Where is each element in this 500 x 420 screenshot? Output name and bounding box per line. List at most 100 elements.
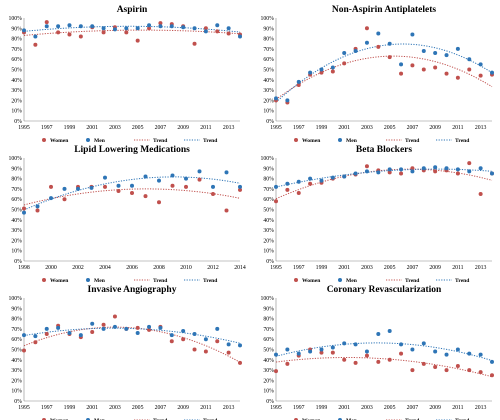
data-point-men [478,166,483,171]
data-point-men [33,334,38,339]
trend-line-men [275,168,493,188]
x-tick-label: 2009 [429,405,441,411]
data-point-men [116,183,121,188]
x-tick-label: 2013 [475,265,487,271]
data-point-women [35,208,40,213]
data-point-women [211,192,215,197]
x-tick-label: 1995 [18,405,30,411]
legend-men: Men [338,138,358,144]
data-point-men [112,27,117,32]
data-point-women [130,191,134,196]
data-point-men [387,328,392,333]
y-tick-label: 50% [11,348,22,354]
data-point-men [274,184,278,189]
x-tick-label: 2008 [153,265,165,271]
data-point-men [101,326,106,331]
data-point-women [33,42,38,47]
legend-marker [294,278,298,282]
data-point-women [44,20,49,25]
data-point-men [353,48,358,53]
data-point-men [181,25,186,30]
x-tick-label: 2009 [177,125,189,131]
data-point-men [67,23,72,28]
data-point-men [44,24,49,29]
data-point-men [33,34,38,39]
data-point-women [215,29,220,34]
x-tick-label: 2001 [338,265,350,271]
legend-marker [42,138,46,142]
x-tick-label: 1999 [64,405,76,411]
x-tick-label: 1999 [64,125,76,131]
data-point-women [197,177,202,182]
legend-trend-women: Trend [134,418,168,420]
data-point-women [342,61,347,66]
y-tick-label: 30% [263,368,274,374]
data-point-women [387,357,392,362]
x-tick-label: 2009 [429,125,441,131]
data-point-women [285,187,290,192]
data-point-women [364,164,369,169]
trend-line-men [275,342,493,362]
y-tick-label: 100% [260,156,274,162]
data-point-men [192,26,197,31]
legend-label: Men [94,418,106,420]
data-point-men [78,333,83,338]
y-tick-label: 30% [11,368,22,374]
y-tick-label: 70% [263,47,274,53]
x-tick-label: 1995 [270,265,282,271]
data-point-women [319,350,324,355]
legend-label: Trend [203,418,218,420]
data-point-women [192,41,197,46]
legend-trend-men: Trend [436,418,470,420]
data-point-men [467,169,472,174]
data-point-women [192,347,197,352]
data-point-men [56,325,61,330]
data-point-men [169,24,174,29]
data-point-men [376,332,381,337]
data-point-men [143,174,148,179]
y-tick-label: 10% [263,249,274,255]
y-tick-label: 50% [11,208,22,214]
legend-marker [42,278,46,282]
y-tick-label: 60% [11,57,22,63]
data-point-women [224,208,229,213]
x-tick-label: 2004 [99,265,111,271]
data-point-women [319,70,324,75]
y-tick-label: 80% [263,37,274,43]
x-tick-label: 2005 [384,125,396,131]
legend-label: Trend [153,138,168,144]
chart-title: Invasive Angiography [88,285,177,295]
legend-label: Trend [203,278,218,284]
data-point-men [444,53,449,58]
trend-line-women [23,326,241,363]
y-tick-label: 50% [263,68,274,74]
y-tick-label: 40% [11,358,22,364]
x-tick-label: 2011 [200,125,211,131]
data-point-men [226,342,231,347]
data-point-women [455,171,460,176]
x-tick-label: 1995 [270,125,282,131]
data-point-women [296,82,301,87]
x-tick-label: 2013 [223,405,235,411]
data-point-women [296,191,301,196]
y-tick-label: 20% [11,98,22,104]
data-point-men [433,51,438,56]
legend-label: Trend [455,278,470,284]
data-point-men [467,57,472,62]
x-tick-label: 2001 [338,405,350,411]
data-point-men [433,165,438,170]
data-point-men [319,178,324,183]
y-tick-label: 60% [11,337,22,343]
data-point-men [399,342,404,347]
data-point-women [478,192,483,197]
data-point-men [330,65,335,70]
data-point-women [399,171,404,176]
chart-title: Coronary Revascularization [327,285,442,295]
legend-trend-women: Trend [386,138,420,144]
data-point-men [103,175,107,180]
x-tick-label: 2002 [72,265,84,271]
data-point-men [421,48,426,53]
data-point-men [67,331,72,336]
legend-trend-women: Trend [386,278,420,284]
x-tick-label: 2009 [177,405,189,411]
